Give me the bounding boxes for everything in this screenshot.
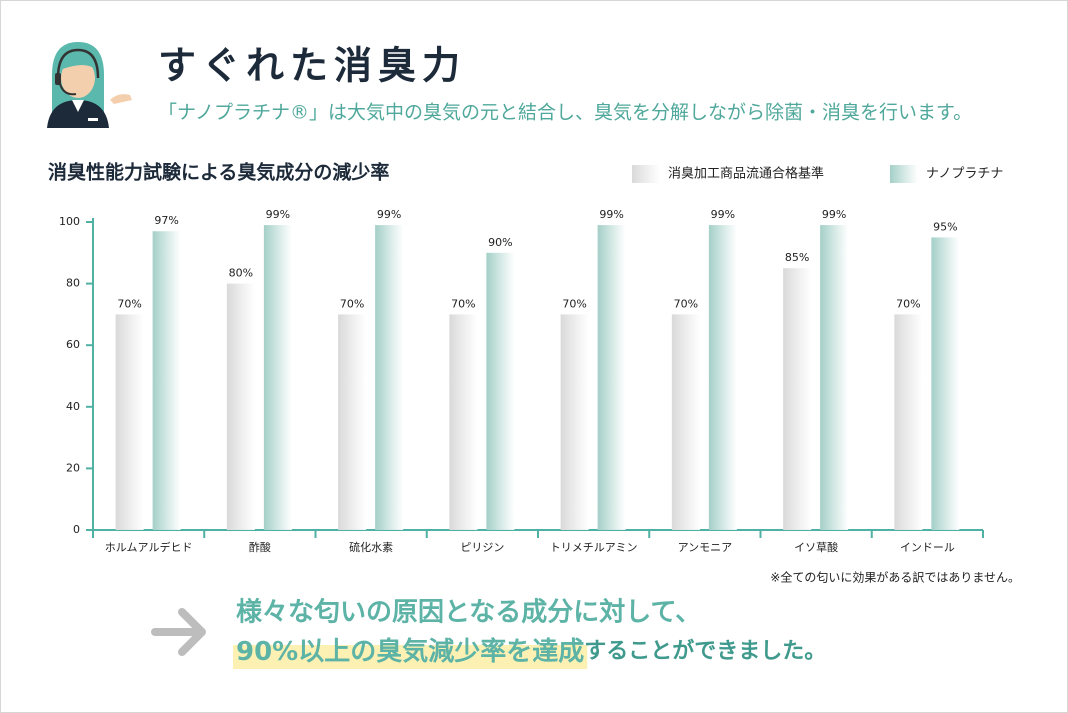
chart: 0 20 40 60 80 100 ホルムアルデヒド 70% 97% 酢酸 80% 99% 硫化水素 70… [59, 165, 1003, 554]
legend-swatch [632, 165, 660, 183]
arrow [151, 608, 206, 656]
y-tick-label: 60 [66, 338, 80, 351]
legend-swatch [890, 165, 918, 183]
bar [338, 314, 367, 530]
bar [263, 225, 292, 530]
conclusion-line: 様々な匂いの原因となる成分に対して、 [236, 597, 701, 628]
note: ※全ての匂いに効果がある訳ではありません。 [770, 570, 1020, 585]
data-label: 95% [933, 220, 957, 233]
data-label: 70% [451, 297, 475, 310]
chart-title: 消臭性能力試験による臭気成分の減少率 [48, 161, 389, 184]
data-label: 80% [229, 267, 253, 280]
x-tick-label: ホルムアルデヒド [105, 540, 193, 554]
bar [115, 314, 144, 530]
data-label: 85% [785, 251, 809, 264]
bar [226, 283, 255, 530]
data-label: 99% [599, 208, 623, 221]
bar [671, 314, 700, 530]
bar [449, 314, 478, 530]
data-label: 97% [154, 214, 178, 227]
y-tick-label: 0 [73, 523, 80, 536]
highlight [233, 645, 588, 669]
header-subtitle: 「ナノプラチナ®」は大気中の臭気の元と結合し、臭気を分解しながら除菌・消臭を行い… [158, 102, 972, 124]
bar [820, 225, 849, 530]
legend-label: ナノプラチナ [926, 167, 1003, 182]
bar [486, 252, 515, 531]
x-tick-label: トリメチルアミン [550, 541, 638, 554]
data-label: 99% [711, 208, 735, 221]
data-label: 99% [377, 208, 401, 221]
data-label: 70% [896, 297, 920, 310]
x-tick-label: アンモニア [678, 541, 733, 554]
data-label: 70% [340, 297, 364, 310]
data-label: 70% [674, 297, 698, 310]
y-tick-label: 100 [59, 215, 80, 228]
conclusion-line: 90%以上の臭気減少率を達成することができました。 [236, 636, 826, 667]
x-tick-label: 硫化水素 [349, 540, 393, 554]
legend-label: 消臭加工商品流通合格基準 [668, 166, 824, 182]
bar [375, 225, 404, 530]
bar [894, 314, 923, 530]
bar [560, 314, 589, 530]
x-tick-label: インドール [900, 541, 955, 554]
y-tick-label: 40 [66, 400, 80, 413]
conclusion-highlight: 90%以上の臭気減少率を達成 [236, 636, 584, 667]
header-title: すぐれた消臭力 [158, 44, 466, 88]
bar [152, 231, 181, 531]
y-tick-label: 80 [66, 277, 80, 290]
y-tick-label: 20 [66, 461, 80, 474]
operator-icon [47, 42, 132, 128]
bar [708, 225, 737, 530]
bar [931, 237, 960, 530]
data-label: 99% [266, 208, 290, 221]
data-label: 70% [562, 297, 586, 310]
bar [597, 225, 626, 530]
bar [783, 268, 812, 530]
x-tick-label: ピリジン [460, 541, 504, 554]
x-tick-label: 酢酸 [249, 540, 271, 554]
data-label: 90% [488, 236, 512, 249]
data-label: 99% [822, 208, 846, 221]
conclusion-rest: することができました。 [584, 638, 826, 664]
data-label: 70% [117, 297, 141, 310]
x-tick-label: イソ草酸 [794, 540, 838, 554]
